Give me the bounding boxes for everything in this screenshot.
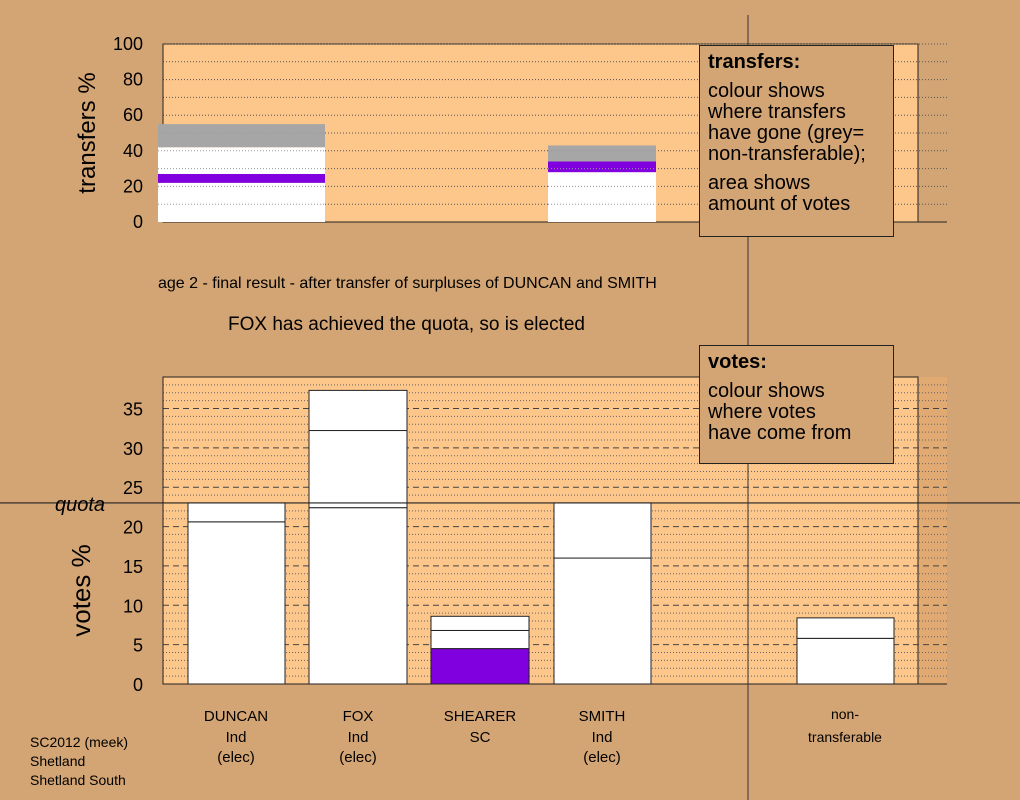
votes-legend-title: votes: [708, 351, 767, 373]
transfer-segment [548, 161, 656, 173]
footer-council: Shetland [30, 753, 86, 769]
transfer-segment [548, 172, 656, 222]
candidate-status: (elec) [339, 749, 377, 766]
election-footer: SC2012 (meek) Shetland Shetland South [30, 733, 128, 790]
transfers-legend-line: colour shows [708, 80, 825, 102]
transfers-legend-text: area shows amount of votes [708, 173, 885, 215]
transfers-legend-line: where transfers [708, 101, 846, 123]
result-headline: FOX has achieved the quota, so is electe… [228, 314, 585, 335]
nontransferable-segment [796, 617, 895, 639]
transfers-legend-title: transfers: [708, 51, 801, 73]
y-tick-label: 40 [123, 141, 143, 161]
y-tick-label: 15 [123, 557, 143, 577]
vote-segment [308, 430, 408, 509]
transfers-legend: transfers: colour shows where transfers … [699, 45, 894, 237]
y-tick-label: 0 [133, 212, 143, 232]
stage-subtitle: age 2 - final result - after transfer of… [158, 275, 657, 292]
nontransferable-label: transferable [808, 729, 882, 745]
transfer-segment [158, 173, 325, 183]
transfer-segment [158, 182, 325, 222]
vote-segment [430, 648, 530, 685]
candidate-name: FOX [343, 708, 374, 725]
y-tick-label: 5 [133, 636, 143, 656]
votes-legend-line: where votes [708, 401, 816, 423]
candidate-status: (elec) [217, 749, 255, 766]
vote-segment [187, 521, 286, 685]
transfer-segment [158, 147, 325, 174]
vote-segment [187, 502, 286, 523]
transfers-legend-line: amount of votes [708, 193, 851, 215]
y-tick-label: 80 [123, 70, 143, 90]
plot-area-margin [918, 377, 947, 684]
candidate-party: Ind [348, 729, 369, 746]
transfers-legend-line: non-transferable); [708, 143, 866, 165]
nontransferable-segment [796, 637, 895, 685]
candidate-status: (elec) [583, 749, 621, 766]
votes-legend-line: colour shows [708, 380, 825, 402]
y-tick-label: 10 [123, 596, 143, 616]
transfers-legend-line: have gone (grey= [708, 122, 865, 144]
vote-segment [553, 502, 652, 559]
vote-segment [430, 615, 530, 631]
y-tick-label: 30 [123, 439, 143, 459]
nontransferable-label: non- [831, 706, 859, 722]
vote-segment [308, 507, 408, 685]
candidate-name: SMITH [579, 708, 626, 725]
candidate-party: Ind [226, 729, 247, 746]
y-tick-label: 0 [133, 675, 143, 695]
vote-segment [308, 389, 408, 432]
candidate-name: SHEARER [444, 708, 517, 725]
y-axis-title: transfers % [74, 72, 101, 193]
candidate-name: DUNCAN [204, 708, 268, 725]
candidate-party: Ind [592, 729, 613, 746]
y-tick-label: 60 [123, 105, 143, 125]
y-tick-label: 20 [123, 176, 143, 196]
transfers-legend-line: area shows [708, 172, 811, 194]
y-tick-label: 20 [123, 518, 143, 538]
transfer-segment [548, 145, 656, 162]
transfer-segment [158, 124, 325, 148]
vote-segment [430, 629, 530, 650]
quota-label: quota [55, 494, 105, 516]
votes-legend: votes: colour shows where votes have com… [699, 345, 894, 464]
footer-ward: Shetland South [30, 772, 126, 788]
transfers-legend-text: colour shows where transfers have gone (… [708, 81, 885, 165]
y-tick-label: 25 [123, 478, 143, 498]
y-axis-title: votes % [66, 544, 96, 637]
vote-segment [553, 557, 652, 685]
y-tick-label: 100 [113, 34, 143, 54]
candidate-party: SC [470, 729, 491, 746]
y-tick-label: 35 [123, 399, 143, 419]
footer-method: SC2012 (meek) [30, 734, 129, 750]
votes-legend-line: have come from [708, 422, 852, 444]
